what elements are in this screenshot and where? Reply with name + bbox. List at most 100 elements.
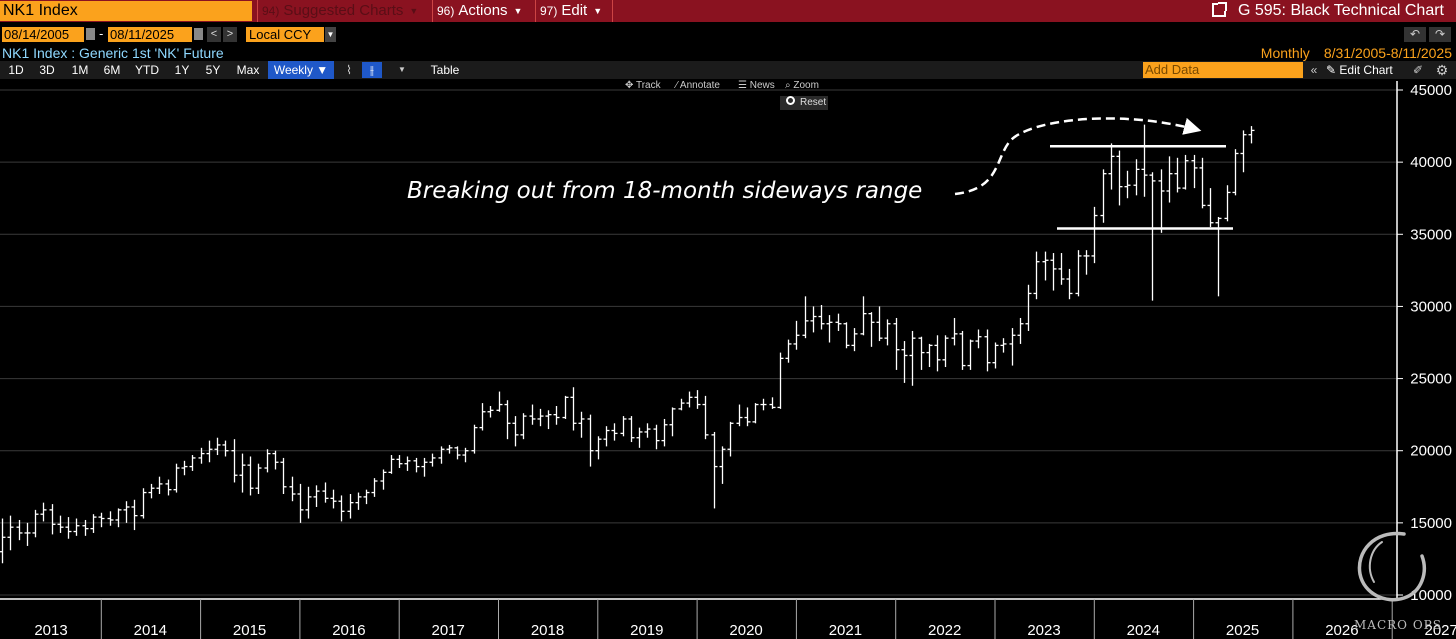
ohlc-bar: [1025, 284, 1032, 331]
range-3d-button[interactable]: 3D: [39, 63, 55, 77]
ohlc-bar: [893, 317, 900, 370]
suggested-charts-menu[interactable]: 94) Suggested Charts ▼: [257, 0, 430, 22]
menu-number: 96): [437, 4, 455, 18]
ohlc-bar: [975, 329, 982, 349]
ohlc-bar: [396, 455, 403, 469]
range-1m-button[interactable]: 1M: [71, 63, 89, 77]
ohlc-bar: [49, 504, 56, 535]
line-chart-icon[interactable]: ⌇: [346, 63, 352, 77]
news-icon: ☰: [738, 80, 750, 91]
track-tool[interactable]: ✥ Track: [625, 80, 661, 91]
ohlc-bar: [24, 522, 31, 546]
table-button[interactable]: Table: [430, 63, 460, 77]
ohlc-bar: [280, 457, 287, 494]
zoom-tool[interactable]: ⌕ Zoom: [785, 80, 819, 91]
ohlc-bar: [1042, 251, 1049, 281]
range-1y-button[interactable]: 1Y: [174, 63, 190, 77]
menu-label: Suggested Charts: [283, 2, 404, 19]
ohlc-bar: [1133, 159, 1140, 196]
menu-label: Actions: [458, 2, 508, 19]
draw-icon[interactable]: ✐: [1412, 63, 1424, 77]
page-title-text: G 595: Black Technical Chart: [1237, 2, 1444, 19]
ohlc-bar: [1191, 154, 1198, 189]
ohlc-bar: [901, 341, 908, 383]
ohlc-bar: [951, 317, 958, 346]
end-date-input[interactable]: 08/11/2025: [108, 27, 192, 42]
ohlc-bar: [239, 453, 246, 493]
ticker-input[interactable]: NK1 Index: [0, 1, 252, 21]
external-link-icon[interactable]: [1211, 2, 1227, 17]
ohlc-bar: [1207, 188, 1214, 228]
ohlc-bar: [65, 517, 72, 539]
ohlc-bar: [363, 489, 370, 505]
ohlc-bar: [553, 405, 560, 425]
range-6m-button[interactable]: 6M: [103, 63, 121, 77]
news-tool[interactable]: ☰ News: [738, 80, 775, 91]
ohlc-bar: [644, 423, 651, 438]
range-5y-button[interactable]: 5Y: [205, 63, 221, 77]
ohlc-bar: [818, 304, 825, 330]
reset-button[interactable]: Reset: [780, 96, 828, 110]
ohlc-bar: [7, 515, 14, 551]
ohlc-bar: [661, 418, 668, 447]
ohlc-bar: [1066, 268, 1073, 300]
frequency-select[interactable]: Weekly ▼: [268, 61, 334, 79]
breakout-arrow: [954, 117, 1202, 196]
chevron-down-icon[interactable]: ▼: [398, 65, 406, 74]
edit-chart-label: Edit Chart: [1339, 63, 1393, 77]
range-1d-button[interactable]: 1D: [8, 63, 24, 77]
ohlc-bar: [173, 463, 180, 493]
ohlc-bar: [802, 296, 809, 339]
ohlc-bar: [313, 485, 320, 507]
x-tick-label: 2020: [729, 622, 762, 639]
redo-icon[interactable]: ↷: [1429, 27, 1451, 42]
chevron-down-icon[interactable]: ▼: [325, 27, 336, 42]
ohlc-bar: [388, 455, 395, 474]
ohlc-bar: [1083, 250, 1090, 275]
ohlc-bar: [760, 398, 767, 411]
ohlc-bar: [57, 515, 64, 533]
ohlc-bar: [1141, 124, 1148, 197]
ohlc-bar: [504, 400, 511, 440]
add-data-input[interactable]: Add Data: [1143, 62, 1303, 78]
annotate-tool[interactable]: ⁄ Annotate: [676, 80, 720, 91]
y-tick-label: 25000: [1410, 371, 1452, 388]
undo-icon[interactable]: ↶: [1404, 27, 1426, 42]
ohlc-bar: [247, 456, 254, 496]
ohlc-bar: [82, 519, 89, 536]
price-bars: [0, 124, 1255, 564]
chevron-right-icon[interactable]: >: [223, 27, 237, 42]
edit-menu[interactable]: 97) Edit ▼: [535, 0, 610, 22]
ohlc-bar: [148, 483, 155, 499]
ohlc-bar: [214, 437, 221, 456]
range-max-button[interactable]: Max: [236, 63, 260, 77]
calendar-icon[interactable]: [194, 28, 203, 40]
ohlc-bar: [462, 447, 469, 463]
start-date-input[interactable]: 08/14/2005: [2, 27, 84, 42]
currency-select[interactable]: Local CCY: [246, 27, 324, 42]
ohlc-bar: [1075, 250, 1082, 297]
ohlc-bar: [835, 313, 842, 331]
ohlc-bar: [73, 518, 80, 536]
chevron-down-icon: ▼: [593, 6, 603, 17]
gear-icon[interactable]: ⚙: [1435, 62, 1449, 78]
x-tick-label: 2017: [432, 622, 465, 639]
track-label: Track: [635, 80, 661, 91]
ohlc-bar: [1166, 156, 1173, 203]
ohlc-bar: [934, 335, 941, 372]
ohlc-bar: [603, 426, 610, 447]
chevron-left-icon[interactable]: <: [207, 27, 221, 42]
range-ytd-button[interactable]: YTD: [135, 63, 159, 77]
calendar-icon[interactable]: [86, 28, 95, 40]
ohlc-bar: [380, 469, 387, 490]
actions-menu[interactable]: 96) Actions ▼: [432, 0, 533, 22]
collapse-icon[interactable]: «: [1310, 63, 1318, 77]
range-info: Monthly 8/31/2005-8/11/2025: [1247, 45, 1452, 61]
price-chart[interactable]: Breaking out from 18-month sideways rang…: [0, 79, 1456, 639]
edit-chart-button[interactable]: ✎ Edit Chart: [1326, 62, 1406, 78]
y-axis: 10000 15000 20000 25000 30000 35000 40000 45000: [1396, 81, 1452, 604]
bar-chart-icon[interactable]: ⫲: [362, 62, 382, 78]
ohlc-bar: [1182, 154, 1189, 190]
zoom-label: Zoom: [793, 80, 819, 91]
date-range-label: 8/31/2005-8/11/2025: [1323, 45, 1452, 61]
